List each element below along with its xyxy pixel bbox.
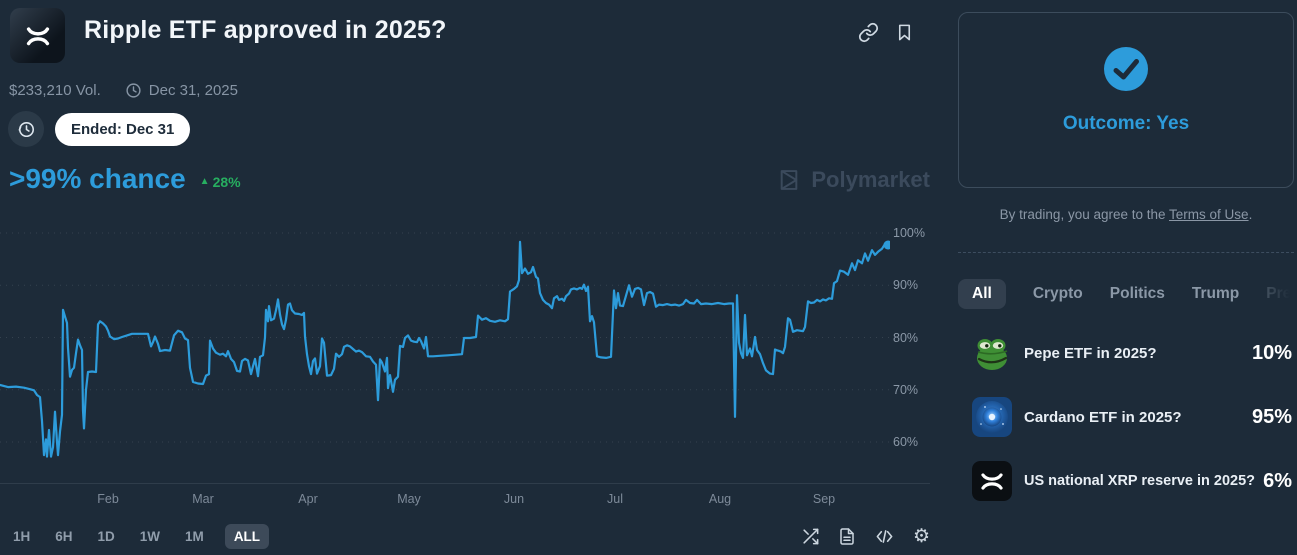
chance-value: >99% chance [9, 163, 186, 194]
y-tick-label: 80% [893, 330, 919, 345]
related-market-xrp-reserve[interactable]: US national XRP reserve in 2025? 6% [958, 460, 1294, 502]
ended-status-badge: Ended: Dec 31 [55, 112, 191, 146]
y-tick-label: 90% [893, 278, 919, 293]
embed-code-icon[interactable] [874, 527, 895, 546]
y-axis-labels: 100% 90% 80% 70% 60% [891, 225, 936, 483]
terms-suffix: . [1248, 207, 1253, 222]
x-tick-label: Feb [97, 492, 119, 506]
xrp-logo-icon [18, 16, 58, 56]
related-market-cardano[interactable]: Cardano ETF in 2025? 95% [958, 396, 1294, 438]
cardano-icon [972, 397, 1012, 437]
timeframe-1d-button[interactable]: 1D [94, 524, 119, 549]
category-tabs: All Crypto Politics Trump Pre [958, 277, 1297, 311]
market-logo [10, 8, 65, 63]
terms-prefix: By trading, you agree to the [999, 207, 1170, 222]
up-triangle-icon: ▲ [199, 176, 210, 187]
outcome-check-icon [1103, 46, 1149, 92]
sidebar-divider [958, 252, 1294, 253]
pepe-icon [972, 333, 1012, 373]
tab-pre-truncated[interactable]: Pre [1266, 285, 1292, 302]
timeframe-1m-button[interactable]: 1M [181, 524, 208, 549]
terms-of-use-link[interactable]: Terms of Use [1169, 207, 1249, 222]
related-market-title: Pepe ETF in 2025? [1024, 344, 1157, 362]
related-market-chance: 10% [1251, 341, 1292, 364]
clock-icon [125, 82, 142, 99]
outcome-card: Outcome: Yes [958, 12, 1294, 188]
document-icon[interactable] [838, 527, 856, 546]
volume-label: $233,210 Vol. [9, 82, 101, 99]
timeframe-1w-button[interactable]: 1W [136, 524, 164, 549]
shuffle-icon[interactable] [801, 527, 820, 546]
history-clock-button[interactable] [8, 111, 44, 147]
price-chart-svg [0, 232, 890, 458]
settings-gear-icon[interactable]: ⚙ [912, 526, 930, 547]
bookmark-icon[interactable] [895, 22, 914, 43]
tab-crypto[interactable]: Crypto [1032, 285, 1083, 302]
y-tick-label: 60% [893, 435, 919, 449]
timeframe-6h-button[interactable]: 6H [51, 524, 76, 549]
x-tick-label: Jun [503, 492, 525, 506]
tab-politics[interactable]: Politics [1109, 285, 1165, 302]
chance-delta: ▲ 28% [200, 174, 241, 190]
related-market-title: US national XRP reserve in 2025? [1024, 473, 1256, 489]
polymarket-watermark[interactable]: Polymarket [776, 167, 930, 193]
polymarket-logo-icon [776, 167, 802, 193]
timeframe-1h-button[interactable]: 1H [9, 524, 34, 549]
related-market-pepe[interactable]: Pepe ETF in 2025? 10% [958, 332, 1294, 374]
related-market-title: Cardano ETF in 2025? [1024, 408, 1182, 426]
clock-history-icon [17, 120, 36, 139]
x-axis-line [0, 483, 930, 484]
x-tick-label: Aug [708, 492, 732, 506]
tab-all[interactable]: All [958, 279, 1006, 309]
end-date-label: Dec 31, 2025 [148, 82, 238, 99]
xrp-icon [972, 461, 1012, 501]
related-market-chance: 95% [1251, 405, 1292, 428]
outcome-label: Outcome: Yes [1062, 113, 1190, 134]
polymarket-wordmark: Polymarket [811, 167, 930, 192]
x-tick-label: Sep [812, 492, 836, 506]
x-tick-label: Apr [298, 492, 318, 506]
chance-delta-value: 28% [212, 174, 241, 190]
y-tick-label: 100% [893, 226, 925, 240]
share-link-icon[interactable] [858, 22, 879, 43]
page-title: Ripple ETF approved in 2025? [84, 16, 447, 44]
terms-notice: By trading, you agree to the Terms of Us… [958, 207, 1294, 222]
price-chart[interactable] [0, 225, 890, 483]
y-tick-label: 70% [893, 382, 919, 397]
x-axis-labels: Feb Mar Apr May Jun Jul Aug Sep [0, 492, 930, 510]
x-tick-label: Jul [607, 492, 623, 506]
x-tick-label: May [397, 492, 421, 506]
related-market-chance: 6% [1263, 469, 1292, 492]
x-tick-label: Mar [192, 492, 214, 506]
timeframe-all-button[interactable]: ALL [224, 524, 270, 549]
tab-trump[interactable]: Trump [1191, 285, 1240, 302]
